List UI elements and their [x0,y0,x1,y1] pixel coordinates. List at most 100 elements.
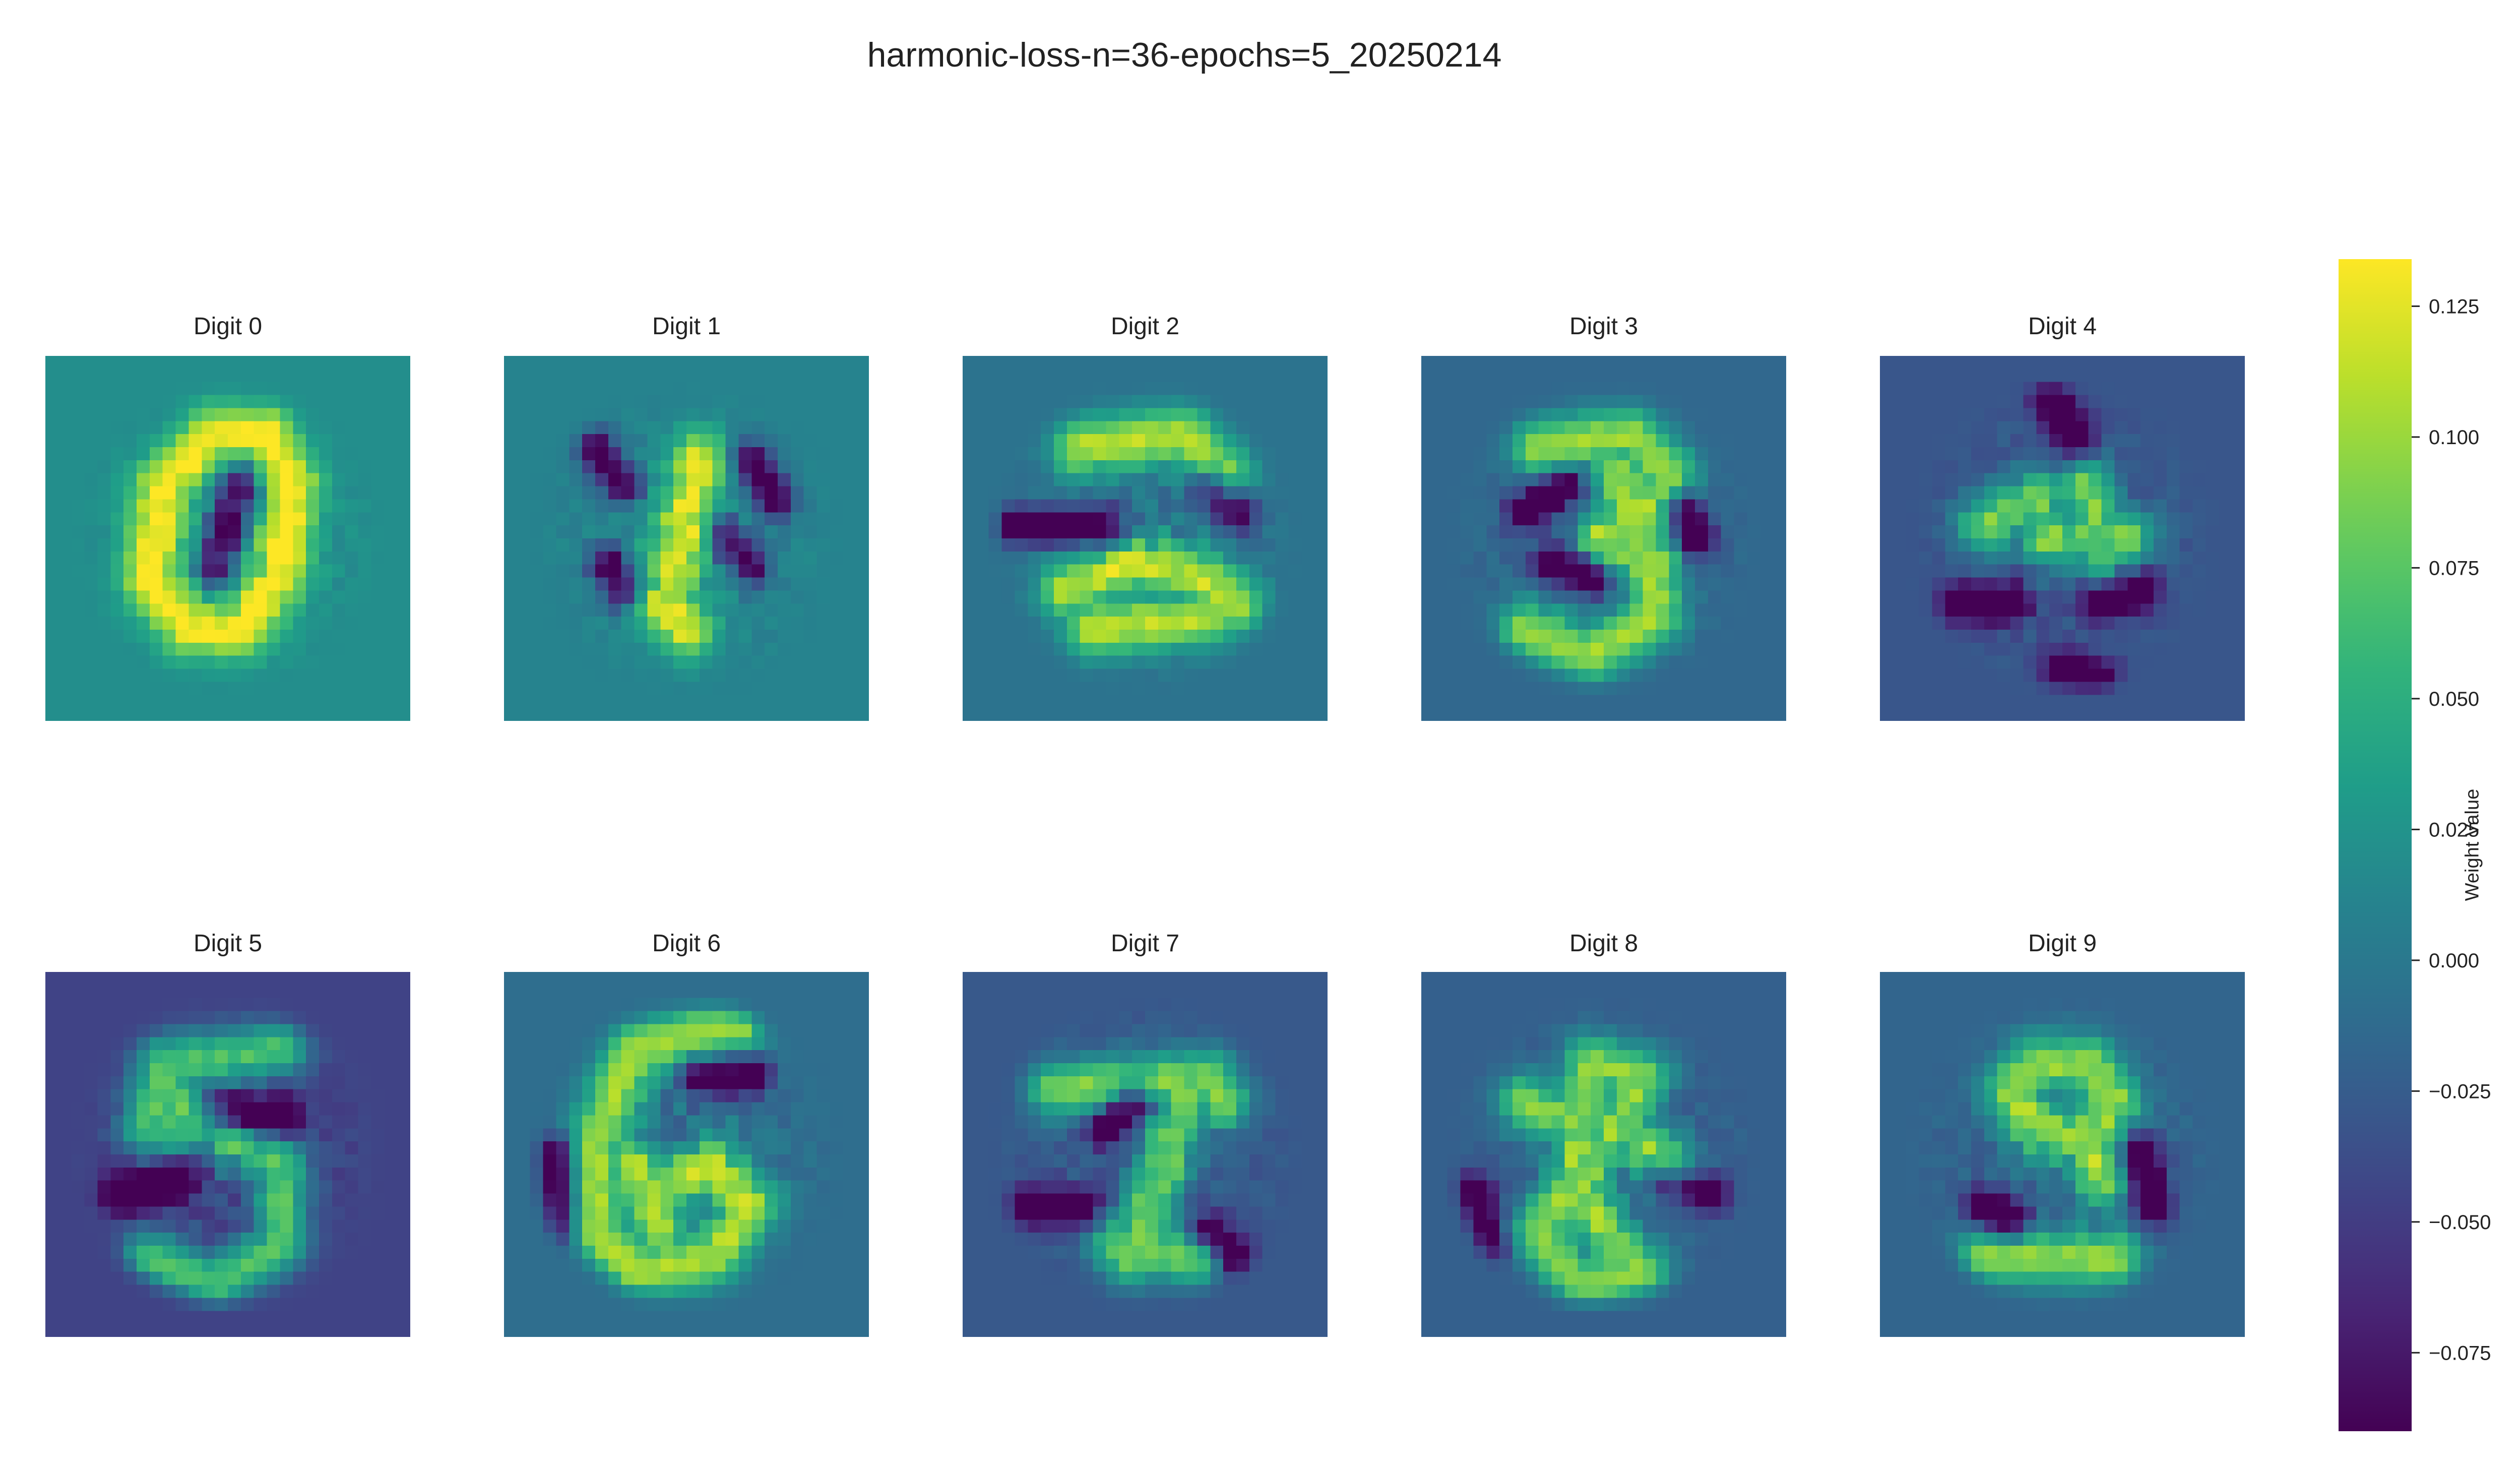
heatmap-cell [988,512,1002,526]
heatmap-cell [58,1193,72,1207]
heatmap-cell [397,564,410,578]
heatmap-cell [162,486,176,500]
heatmap-cell [1001,551,1016,565]
heatmap-cell [790,972,804,986]
digit-panel-6: Digit 6 [504,0,869,1467]
heatmap-cell [358,421,372,435]
heatmap-cell [267,617,281,630]
heatmap-cell [202,408,215,421]
heatmap-cell [110,1298,124,1311]
heatmap-cell [97,577,111,591]
heatmap-cell [137,434,150,448]
heatmap-cell [332,1219,346,1233]
heatmap-cell [384,998,398,1012]
heatmap-cell [1301,369,1315,383]
heatmap-cell [1538,369,1552,383]
heatmap-cell [371,603,385,617]
heatmap-cell [1288,655,1302,669]
heatmap-cell [517,617,531,630]
heatmap-cell [686,1024,700,1037]
heatmap-cell [110,1258,124,1272]
heatmap-cell [830,1076,843,1090]
heatmap-cell [267,1024,281,1037]
heatmap-cell [530,985,544,999]
heatmap-cell [765,617,778,630]
heatmap-cell [110,668,124,683]
heatmap-cell [371,1233,385,1246]
heatmap-cell [963,577,976,591]
heatmap-cell [543,564,557,578]
heatmap-cell [306,434,320,448]
heatmap-cell [778,447,791,461]
heatmap-cell [58,460,72,474]
heatmap-cell [790,1050,804,1064]
heatmap-cell [345,617,359,630]
heatmap-cell [725,642,739,656]
heatmap-cell [1066,603,1081,617]
heatmap-cell [110,1271,124,1286]
heatmap-cell [830,369,843,383]
heatmap-cell [1643,538,1657,552]
heatmap-cell [1171,460,1185,474]
heatmap-cell [738,369,752,383]
heatmap-cell [345,1246,359,1259]
heatmap-cell [803,486,817,500]
heatmap-cell [1028,590,1041,604]
heatmap-cell [1760,434,1774,448]
heatmap-cell [110,538,124,552]
heatmap-cell [149,1154,163,1168]
heatmap-cell [1708,551,1722,565]
heatmap-cell [517,564,531,578]
heatmap-cell [1513,499,1526,513]
heatmap-cell [202,486,215,500]
heatmap-cell [1262,382,1276,396]
heatmap-cell [1066,630,1081,643]
heatmap-cell [384,577,398,591]
heatmap-cell [97,985,111,999]
heatmap-cell [1093,499,1107,513]
heatmap-cell [1669,369,1682,383]
heatmap-cell [673,421,687,435]
heatmap-cell [202,1311,215,1324]
heatmap-cell [725,695,739,708]
heatmap-cell [45,421,59,435]
heatmap-cell [84,1115,98,1129]
heatmap-cell [1695,525,1709,539]
heatmap-cell [345,1102,359,1116]
heatmap-cell [1158,356,1172,370]
heatmap-cell [1119,682,1132,695]
heatmap-cell [634,603,648,617]
heatmap-cell [188,642,202,656]
heatmap-cell [1080,538,1094,552]
heatmap-cell [1001,460,1016,474]
heatmap-cell [963,538,976,552]
heatmap-cell [963,708,976,721]
heatmap-cell [45,356,59,370]
heatmap-cell [1080,668,1094,683]
heatmap-cell [1434,512,1448,526]
heatmap-cell [1708,486,1722,500]
heatmap-cell [1249,395,1263,409]
heatmap-cell [371,1193,385,1207]
heatmap-cell [790,551,804,565]
heatmap-cell [267,655,281,669]
heatmap-cell [595,473,609,487]
heatmap-cell [1054,695,1067,708]
heatmap-cell [228,486,241,500]
heatmap-cell [1262,682,1276,695]
heatmap-cell [1314,369,1328,383]
heatmap-cell [371,655,385,669]
heatmap-cell [621,668,635,683]
heatmap-cell [803,356,817,370]
heatmap-cell [293,1076,306,1090]
heatmap-cell [765,369,778,383]
heatmap-cell [725,1089,739,1103]
heatmap-cell [123,668,137,683]
heatmap-cell [1249,408,1263,421]
heatmap-cell [1629,395,1644,409]
heatmap-cell [45,1076,59,1090]
heatmap-cell [358,369,372,383]
heatmap-cell [595,512,609,526]
heatmap-cell [1460,512,1474,526]
heatmap-cell [595,998,609,1012]
